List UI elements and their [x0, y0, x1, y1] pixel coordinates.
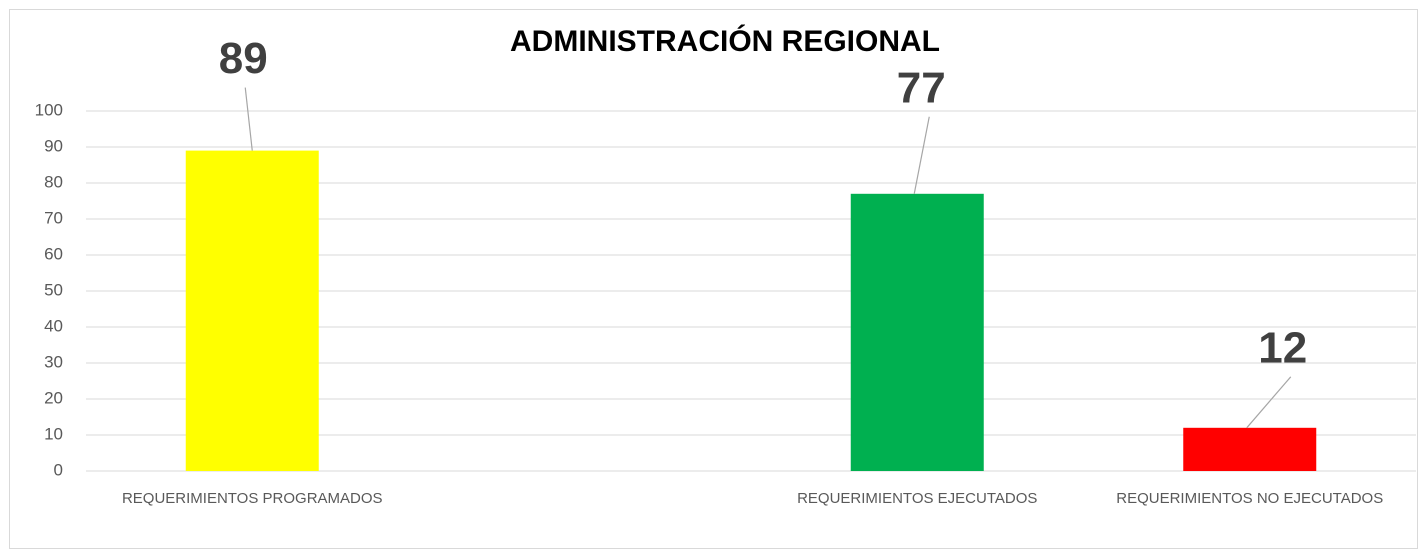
- data-label: 12: [1258, 323, 1307, 372]
- leader-line: [244, 87, 253, 151]
- leader-line: [913, 116, 930, 194]
- y-tick-label: 70: [44, 208, 63, 227]
- y-tick-label: 10: [44, 424, 63, 443]
- data-label: 77: [897, 63, 946, 112]
- bar: [185, 150, 319, 471]
- x-tick-label: REQUERIMIENTOS EJECUTADOS: [797, 490, 1037, 507]
- y-tick-label: 50: [44, 280, 63, 299]
- y-tick-label: 100: [35, 100, 63, 119]
- y-tick-label: 60: [44, 244, 63, 263]
- bar: [850, 193, 984, 472]
- x-tick-label: REQUERIMIENTOS PROGRAMADOS: [122, 490, 383, 507]
- chart-title: ADMINISTRACIÓN REGIONAL: [510, 24, 940, 58]
- y-tick-label: 40: [44, 316, 63, 335]
- y-tick-label: 20: [44, 388, 63, 407]
- y-tick-label: 80: [44, 172, 63, 191]
- y-tick-label: 0: [54, 460, 63, 479]
- x-tick-label: REQUERIMIENTOS NO EJECUTADOS: [1116, 490, 1383, 507]
- y-tick-label: 30: [44, 352, 63, 371]
- leader-line: [1246, 376, 1292, 429]
- data-label: 89: [219, 34, 268, 83]
- y-tick-label: 90: [44, 136, 63, 155]
- bar: [1183, 427, 1317, 471]
